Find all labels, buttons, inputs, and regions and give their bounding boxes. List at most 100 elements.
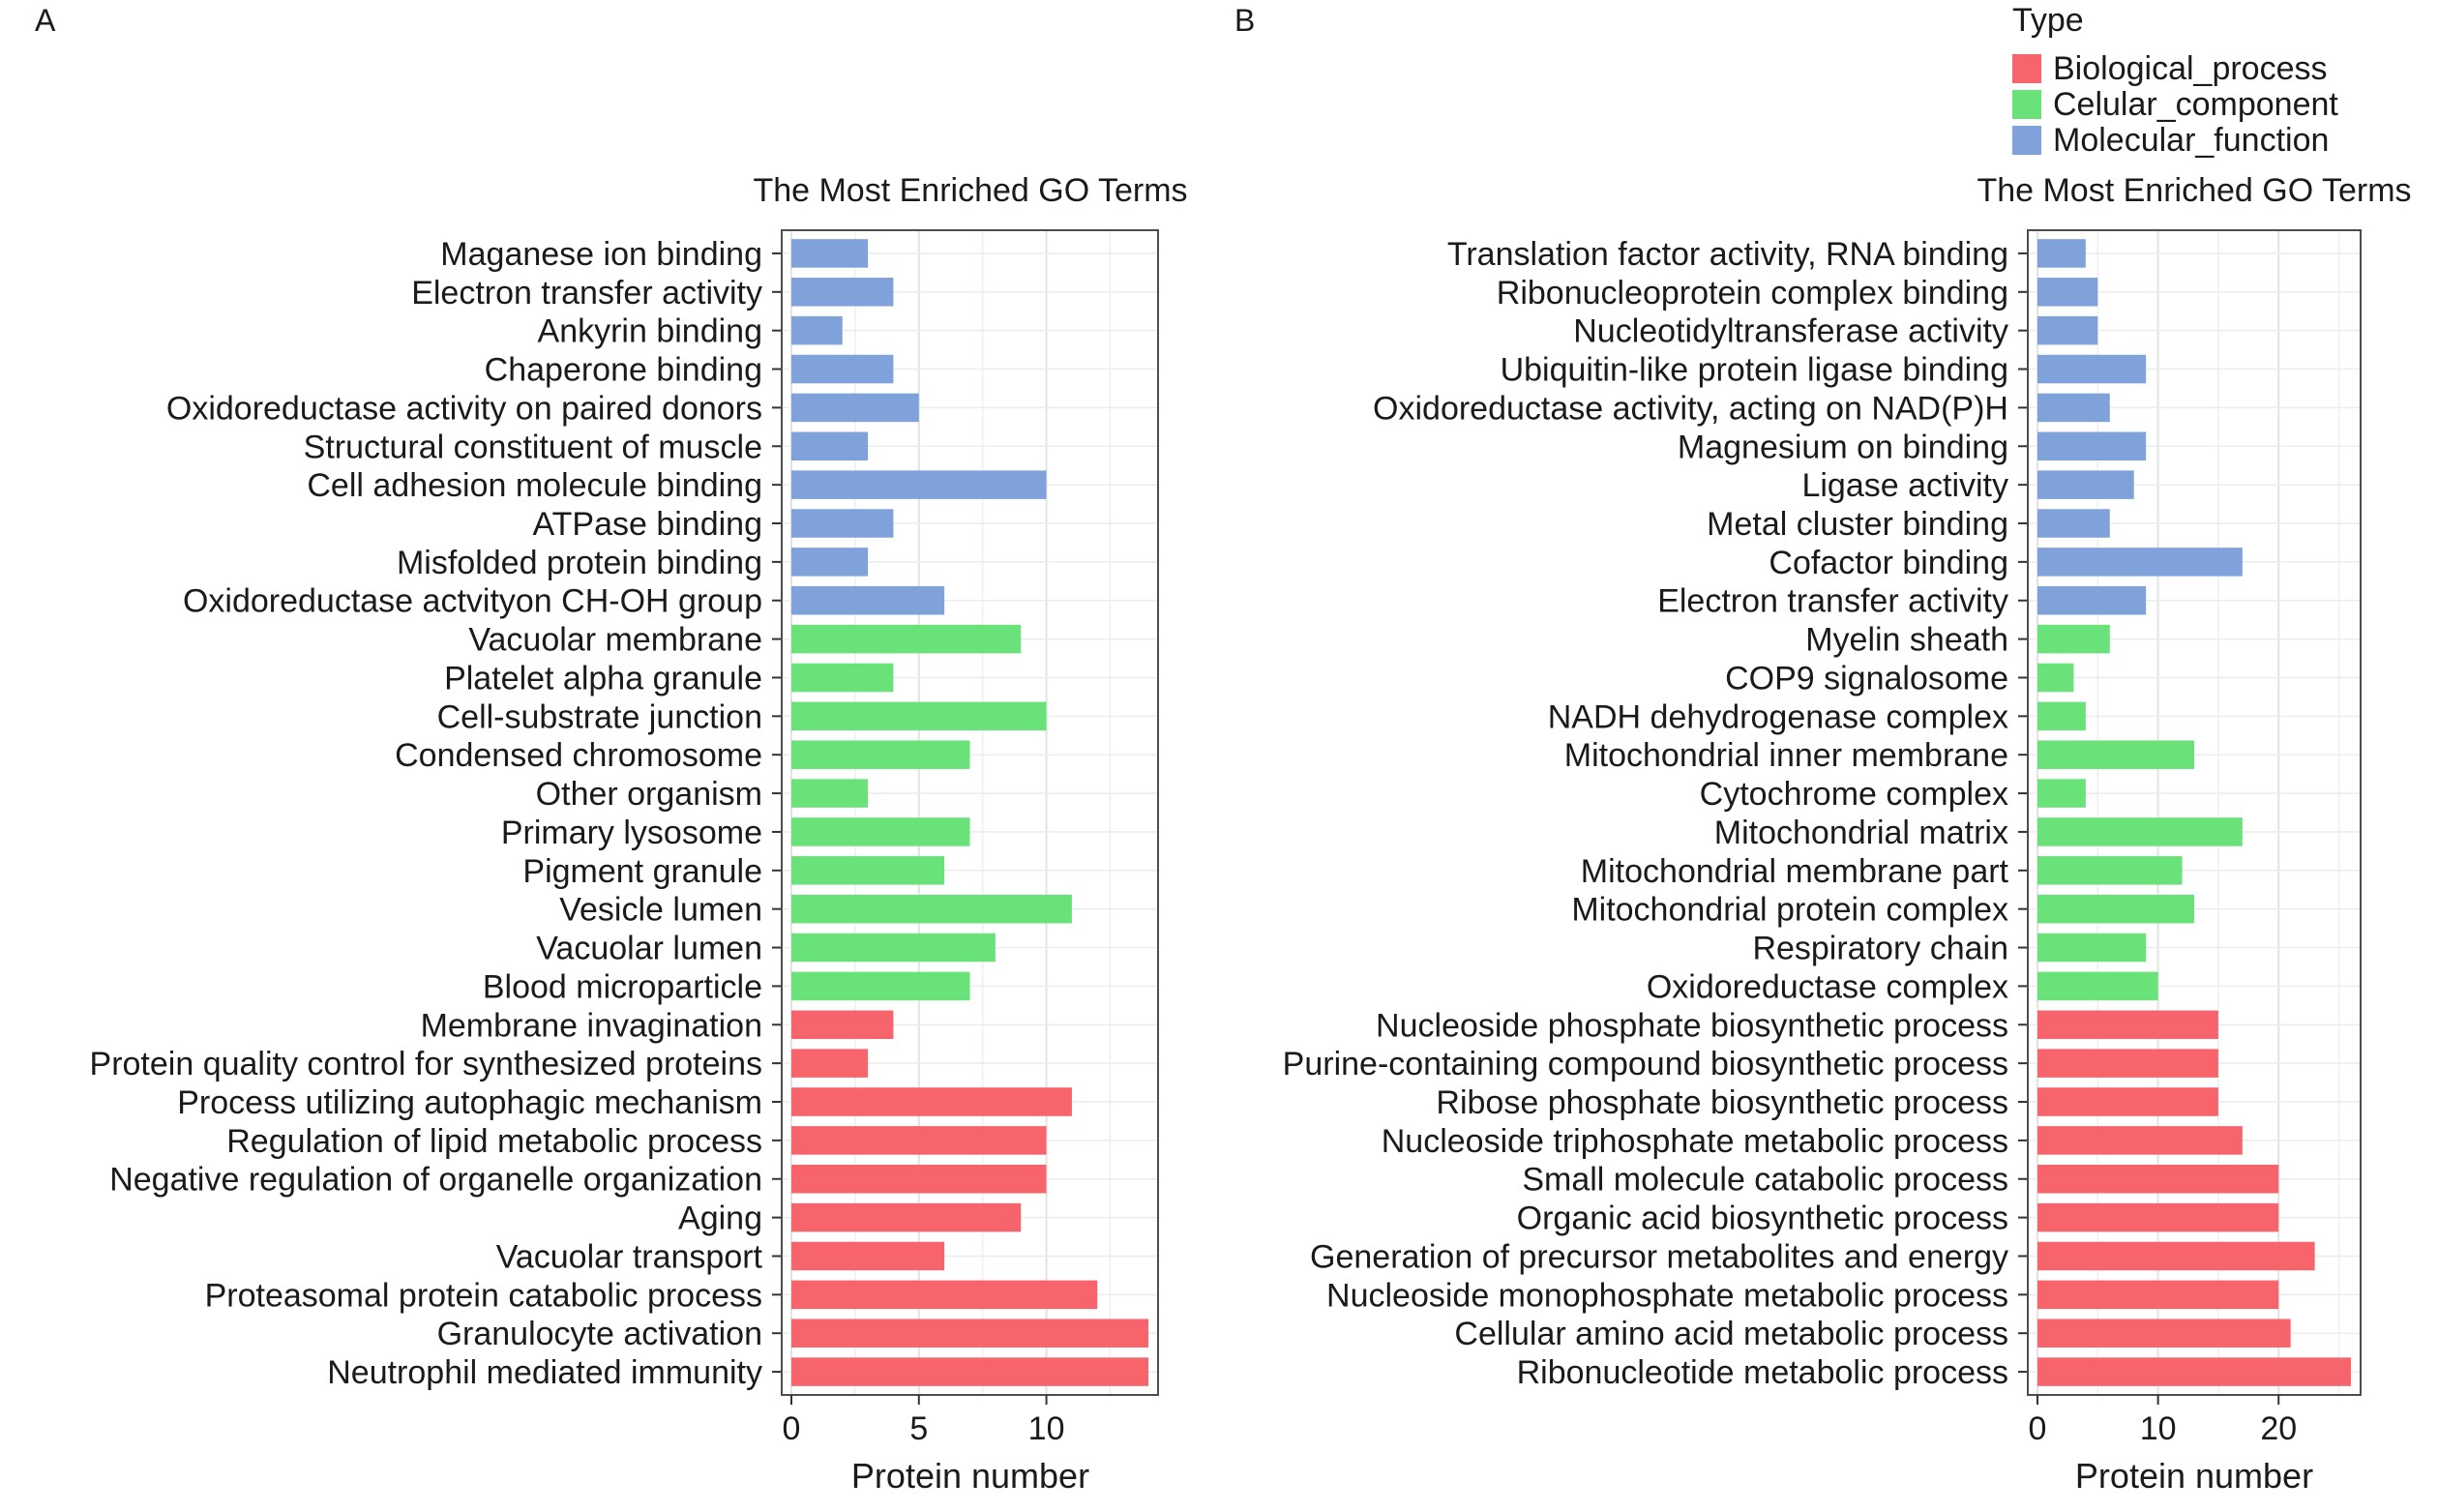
bar-b-cop9-signalosome [2037,663,2074,693]
bar-a-primary-lysosome [791,817,970,846]
category-label-b-mitochondrial-membrane-part: Mitochondrial membrane part [1581,853,2009,890]
category-label-a-ankyrin-binding: Ankyrin binding [538,313,762,350]
bar-b-cellular-amino-acid-metabolic-process [2037,1319,2291,1348]
category-label-b-cytochrome-complex: Cytochrome complex [1700,776,2008,813]
bar-a-electron-transfer-activity [791,278,894,307]
panel-label-b: B [1234,3,1255,38]
category-label-a-primary-lysosome: Primary lysosome [501,815,762,851]
x-axis-label-a: Protein number [851,1456,1089,1496]
plot-area-b [2028,230,2361,1395]
category-label-a-condensed-chromosome: Condensed chromosome [395,737,762,774]
legend-swatch-molecular-function [2012,126,2041,155]
legend-label-celular-component: Celular_component [2053,86,2338,123]
legend-label-molecular-function: Molecular_function [2053,122,2329,159]
bar-b-nucleoside-monophosphate-metabolic-process [2037,1280,2279,1310]
category-label-a-cell-substrate-junction: Cell-substrate junction [437,698,762,735]
bar-b-purine-containing-compound-biosynthetic-process [2037,1049,2218,1078]
category-label-a-membrane-invagination: Membrane invagination [421,1007,762,1044]
bar-b-cytochrome-complex [2037,779,2086,808]
category-label-a-regulation-of-lipid-metabolic-process: Regulation of lipid metabolic process [226,1123,762,1160]
category-label-b-myelin-sheath: Myelin sheath [1805,622,2008,659]
bar-a-chaperone-binding [791,354,894,384]
category-label-b-cofactor-binding: Cofactor binding [1769,545,2008,581]
x-tick-label-b: 20 [2260,1410,2297,1447]
chart-title-b: The Most Enriched GO Terms [1977,172,2411,209]
category-label-b-mitochondrial-inner-membrane: Mitochondrial inner membrane [1564,737,2008,774]
bar-a-vesicle-lumen [791,894,1072,924]
category-label-a-misfolded-protein-binding: Misfolded protein binding [397,545,762,581]
category-label-b-nadh-dehydrogenase-complex: NADH dehydrogenase complex [1548,698,2008,735]
category-label-a-atpase-binding: ATPase binding [532,506,762,543]
bar-a-granulocyte-activation [791,1319,1148,1348]
category-label-b-mitochondrial-matrix: Mitochondrial matrix [1714,815,2008,851]
bar-b-ribonucleotide-metabolic-process [2037,1357,2351,1386]
category-label-a-vacuolar-membrane: Vacuolar membrane [468,622,762,659]
chart-panel-a: The Most Enriched GO Terms Maganese ion b… [90,172,1188,1496]
x-axis-label-b: Protein number [2075,1456,2313,1496]
legend-title: Type [2012,2,2084,39]
category-label-a-platelet-alpha-granule: Platelet alpha granule [444,660,762,697]
category-label-a-oxidoreductase-activity-on-paired-donors: Oxidoreductase activity on paired donors [166,390,762,427]
category-label-a-cell-adhesion-molecule-binding: Cell adhesion molecule binding [307,467,762,504]
category-label-b-metal-cluster-binding: Metal cluster binding [1707,506,2008,543]
bar-b-nadh-dehydrogenase-complex [2037,701,2086,731]
category-label-b-electron-transfer-activity: Electron transfer activity [1657,583,2008,620]
plot-border-b [2027,229,2362,1396]
category-label-a-negative-regulation-of-organelle-organization: Negative regulation of organelle organiz… [109,1162,762,1199]
category-label-a-maganese-ion-binding: Maganese ion binding [440,236,762,273]
bar-a-condensed-chromosome [791,740,970,769]
plot-border-a [781,229,1159,1396]
plot-area-a [782,230,1158,1395]
bar-b-mitochondrial-protein-complex [2037,894,2194,924]
bar-b-cofactor-binding [2037,548,2243,577]
category-label-a-blood-microparticle: Blood microparticle [483,968,762,1005]
category-label-a-vacuolar-transport: Vacuolar transport [496,1238,763,1275]
category-label-a-protein-quality-control-for-synthesized-proteins: Protein quality control for synthesized … [90,1046,762,1082]
bar-b-mitochondrial-matrix [2037,817,2243,846]
category-label-a-vacuolar-lumen: Vacuolar lumen [536,931,762,967]
category-label-a-neutrophil-mediated-immunity: Neutrophil mediated immunity [327,1354,762,1391]
category-label-b-ligase-activity: Ligase activity [1801,467,2008,504]
x-tick-label-a: 5 [909,1410,928,1447]
x-tick-label-b: 0 [2029,1410,2047,1447]
category-label-b-ribonucleoprotein-complex-binding: Ribonucleoprotein complex binding [1497,275,2008,311]
bar-b-oxidoreductase-complex [2037,971,2158,1001]
bar-b-nucleoside-triphosphate-metabolic-process [2037,1126,2243,1155]
category-label-a-structural-constituent-of-muscle: Structural constituent of muscle [304,429,762,465]
bar-a-pigment-granule [791,856,945,885]
bar-a-misfolded-protein-binding [791,548,869,577]
category-label-b-respiratory-chain: Respiratory chain [1752,931,2008,967]
bar-b-mitochondrial-membrane-part [2037,856,2183,885]
legend-swatch-biological-process [2012,54,2041,83]
legend-swatch-celular-component [2012,90,2041,119]
category-label-b-nucleoside-triphosphate-metabolic-process: Nucleoside triphosphate metabolic proces… [1382,1123,2008,1160]
bar-b-small-molecule-catabolic-process [2037,1164,2279,1194]
bar-a-neutrophil-mediated-immunity [791,1357,1148,1386]
category-label-a-granulocyte-activation: Granulocyte activation [437,1316,762,1352]
category-label-b-translation-factor-activity-rna-binding: Translation factor activity, RNA binding [1447,236,2008,273]
bar-a-platelet-alpha-granule [791,663,894,693]
bar-a-cell-substrate-junction [791,701,1047,731]
bar-b-generation-of-precursor-metabolites-and-energy [2037,1241,2315,1271]
bar-a-oxidoreductase-activity-on-paired-donors [791,393,919,423]
category-label-a-electron-transfer-activity: Electron transfer activity [411,275,762,311]
category-label-b-ribose-phosphate-biosynthetic-process: Ribose phosphate biosynthetic process [1436,1084,2008,1121]
panel-label-a: A [35,3,56,38]
bar-a-maganese-ion-binding [791,239,869,268]
chart-title-a: The Most Enriched GO Terms [753,172,1187,209]
bar-a-proteasomal-protein-catabolic-process [791,1280,1098,1310]
bar-b-respiratory-chain [2037,933,2147,963]
bar-b-nucleoside-phosphate-biosynthetic-process [2037,1010,2218,1040]
category-label-b-purine-containing-compound-biosynthetic-process: Purine-containing compound biosynthetic … [1283,1046,2008,1082]
category-label-b-nucleotidyltransferase-activity: Nucleotidyltransferase activity [1573,313,2008,350]
category-label-a-process-utilizing-autophagic-mechanism: Process utilizing autophagic mechanism [177,1084,762,1121]
category-label-b-oxidoreductase-complex: Oxidoreductase complex [1647,968,2008,1005]
bar-a-vacuolar-membrane [791,624,1022,654]
bar-b-ribonucleoprotein-complex-binding [2037,278,2098,307]
category-label-a-other-organism: Other organism [536,776,762,813]
legend: Type Biological_process Celular_componen… [2012,2,2338,159]
chart-panel-b: The Most Enriched GO Terms Translation fa… [1283,172,2412,1496]
bar-a-ankyrin-binding [791,315,843,345]
